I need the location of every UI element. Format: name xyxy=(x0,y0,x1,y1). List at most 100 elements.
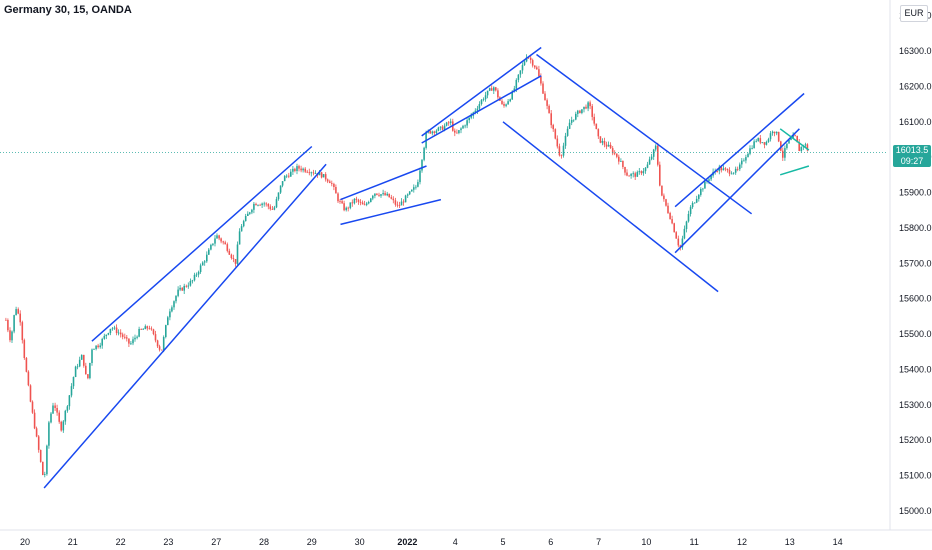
trendline-channel-2-upper[interactable] xyxy=(421,46,542,137)
trendline-triangle-upper[interactable] xyxy=(779,128,810,151)
price-axis[interactable]: 15000.0 15100.0 15200.0 15300.0 15400.0 15500… xyxy=(889,0,932,530)
candle-body xyxy=(218,235,220,239)
candle-body xyxy=(523,61,526,66)
candle-body xyxy=(728,170,731,174)
trendline-channel-3-upper[interactable] xyxy=(536,53,753,215)
candle-body xyxy=(726,169,729,171)
candle-body xyxy=(259,204,261,206)
time-tick-label: 10 xyxy=(641,537,651,547)
candle-body xyxy=(773,131,776,134)
candle-body xyxy=(634,173,636,177)
candle-body xyxy=(411,189,413,192)
candle-body xyxy=(685,221,688,229)
candle-body xyxy=(431,131,434,134)
candle-body xyxy=(195,274,198,276)
trendline-channel-1-lower[interactable] xyxy=(43,163,327,489)
candle-body xyxy=(335,187,337,194)
candle-body xyxy=(517,74,520,80)
trendline-channel-1-upper[interactable] xyxy=(91,145,313,342)
price-tick-label: 15600.0 xyxy=(899,294,932,304)
candle-body xyxy=(474,110,477,113)
candle-body xyxy=(7,320,9,331)
candle-body xyxy=(782,150,784,158)
currency-label[interactable]: EUR xyxy=(900,5,928,22)
candle-body xyxy=(560,155,563,157)
trendline-flag-1-upper[interactable] xyxy=(340,165,427,201)
candle-body xyxy=(417,182,419,187)
candle-body xyxy=(181,287,183,291)
candle-body xyxy=(607,144,610,147)
candle-body xyxy=(476,108,479,111)
candle-body xyxy=(355,198,358,200)
candle-body xyxy=(339,201,341,202)
time-tick-label: 11 xyxy=(690,537,699,547)
candle-body xyxy=(609,144,612,149)
candle-body xyxy=(568,122,571,129)
candle-body xyxy=(154,334,157,341)
candle-body xyxy=(54,405,56,408)
candle-body xyxy=(521,65,524,71)
candle-body xyxy=(784,148,786,158)
candle-body xyxy=(669,213,671,220)
candle-body xyxy=(240,226,243,232)
candle-body xyxy=(716,171,718,172)
candle-body xyxy=(413,187,415,190)
trendline-triangle-lower[interactable] xyxy=(779,165,810,176)
candle-body xyxy=(529,57,532,60)
candle-body xyxy=(632,173,634,175)
candle-body xyxy=(193,274,196,281)
candle-body xyxy=(197,272,200,275)
price-tick-label: 15800.0 xyxy=(899,223,932,233)
time-tick-label: 30 xyxy=(355,537,365,547)
candle-body xyxy=(665,199,667,206)
time-axis[interactable]: 20 21 22 23 27 28 29 30 2022 4 5 6 7 10 11 12 13 14 xyxy=(0,529,932,547)
candle-body xyxy=(255,203,257,206)
candle-body xyxy=(542,83,544,94)
trendline-channel-2-lower[interactable] xyxy=(421,75,542,144)
candle-body xyxy=(13,315,15,332)
candle-body xyxy=(25,358,28,372)
candle-body xyxy=(616,153,618,157)
trendline-channel-3-lower[interactable] xyxy=(502,121,719,293)
candle-body xyxy=(691,203,694,208)
candle-body xyxy=(242,221,245,227)
candle-body xyxy=(780,141,782,151)
candle-body xyxy=(679,245,682,248)
candle-body xyxy=(273,207,276,210)
candle-body xyxy=(646,164,649,168)
candle-body xyxy=(579,110,581,113)
candle-body xyxy=(534,65,536,68)
candle-body xyxy=(60,421,62,431)
candle-body xyxy=(558,146,561,156)
trendline-flag-1-lower[interactable] xyxy=(340,198,442,226)
candle-body xyxy=(388,193,390,198)
candle-body xyxy=(460,128,462,131)
candle-body xyxy=(466,120,468,126)
trendlines-layer xyxy=(43,46,810,489)
candle-body xyxy=(320,172,323,178)
candle-body xyxy=(298,166,300,169)
candle-body xyxy=(613,153,616,155)
trendline-channel-4-upper[interactable] xyxy=(674,92,805,208)
candle-body xyxy=(747,153,749,158)
candle-body xyxy=(396,204,399,206)
candle-body xyxy=(357,199,360,202)
candle-body xyxy=(659,164,661,186)
candle-body xyxy=(156,340,159,347)
candle-body xyxy=(179,287,181,290)
candle-body xyxy=(462,125,464,129)
candle-body xyxy=(37,436,40,450)
candle-body xyxy=(74,366,77,377)
candle-body xyxy=(404,195,407,203)
candle-body xyxy=(162,337,165,351)
trendline-channel-4-lower[interactable] xyxy=(674,128,800,254)
candle-body xyxy=(804,144,807,146)
candle-body xyxy=(698,194,700,199)
price-tick-label: 15300.0 xyxy=(899,400,932,410)
candle-body xyxy=(638,171,641,173)
candle-body xyxy=(119,332,122,335)
candle-body xyxy=(790,138,792,140)
candle-body xyxy=(540,76,542,84)
